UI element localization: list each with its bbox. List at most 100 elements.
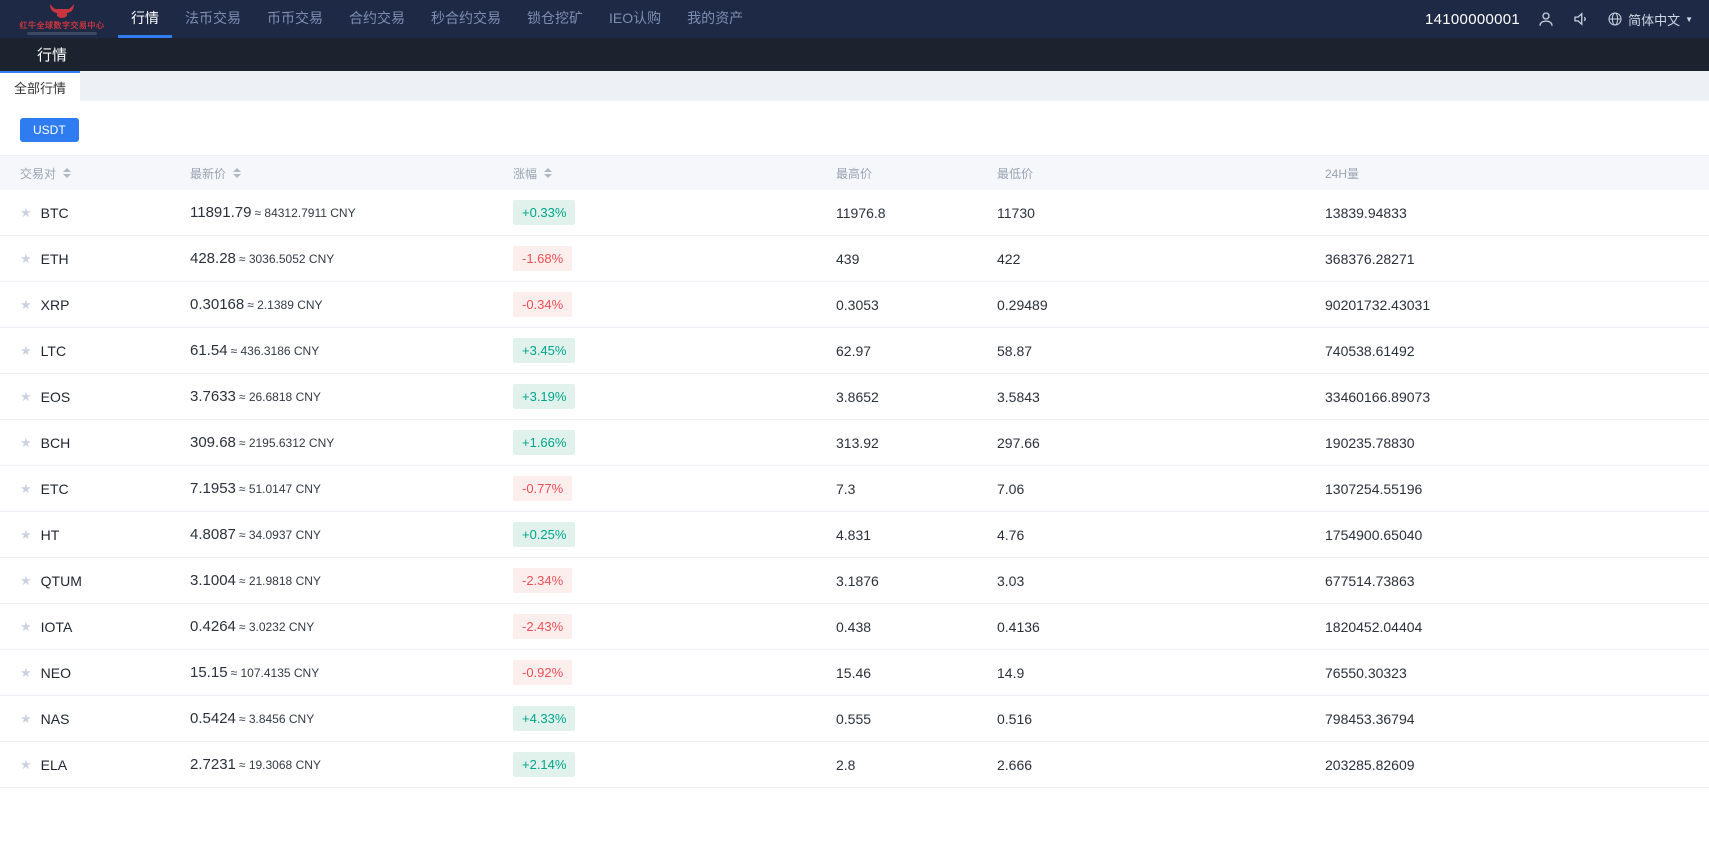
nav-item-spot-trade[interactable]: 币币交易: [267, 9, 323, 26]
last-price: 3.1004: [190, 571, 236, 589]
column-change[interactable]: 涨幅: [513, 165, 836, 182]
last-price: 3.7633: [190, 387, 236, 405]
user-icon[interactable]: [1537, 10, 1555, 28]
pair-symbol: XRP: [40, 296, 70, 313]
table-row[interactable]: ★ ELA 2.7231 ≈ 19.3068 CNY +2.14% 2.8 2.6…: [0, 742, 1709, 788]
price-cell: 2.7231 ≈ 19.3068 CNY: [190, 756, 513, 774]
nav-item-contract-trade[interactable]: 合约交易: [349, 9, 405, 26]
volume-24h: 1307254.55196: [1325, 480, 1423, 497]
high-price: 3.8652: [836, 388, 879, 405]
table-row[interactable]: ★ NEO 15.15 ≈ 107.4135 CNY -0.92% 15.46 1…: [0, 650, 1709, 696]
pair-symbol: ELA: [40, 756, 68, 773]
star-icon[interactable]: ★: [20, 664, 32, 680]
last-price: 15.15: [190, 663, 228, 681]
low-price: 0.516: [997, 710, 1033, 727]
star-icon[interactable]: ★: [20, 434, 32, 450]
brand-name: 红牛全球数字交易中心: [19, 21, 105, 30]
nav-item-lockup-mining[interactable]: 锁仓挖矿: [527, 9, 583, 26]
sort-icon[interactable]: [544, 168, 553, 178]
column-last-price[interactable]: 最新价: [190, 165, 513, 182]
change-badge: -1.68%: [513, 246, 573, 271]
change-cell: +3.45%: [513, 338, 836, 363]
high-price: 7.3: [836, 480, 856, 497]
star-icon[interactable]: ★: [20, 756, 32, 772]
sort-icon[interactable]: [63, 168, 72, 178]
high-price: 15.46: [836, 664, 872, 681]
volume-24h: 677514.73863: [1325, 572, 1415, 589]
change-cell: +0.33%: [513, 200, 836, 225]
sort-icon[interactable]: [233, 168, 242, 178]
change-badge: -2.34%: [513, 568, 573, 593]
pair-symbol: HT: [40, 526, 60, 543]
main-nav: 行情 法币交易 币币交易 合约交易 秒合约交易 锁仓挖矿 IEO认购 我的资产: [118, 0, 756, 38]
change-cell: -2.34%: [513, 568, 836, 593]
table-row[interactable]: ★ BCH 309.68 ≈ 2195.6312 CNY +1.66% 313.9…: [0, 420, 1709, 466]
star-icon[interactable]: ★: [20, 250, 32, 266]
low-price: 0.29489: [997, 296, 1048, 313]
star-icon[interactable]: ★: [20, 204, 32, 220]
nav-item-fiat-trade[interactable]: 法币交易: [185, 9, 241, 26]
table-row[interactable]: ★ LTC 61.54 ≈ 436.3186 CNY +3.45% 62.97 5…: [0, 328, 1709, 374]
low-price: 4.76: [997, 526, 1025, 543]
column-volume: 24H量: [1325, 166, 1360, 181]
cny-approx: ≈ 3.0232 CNY: [238, 619, 315, 634]
high-price: 439: [836, 250, 860, 267]
table-row[interactable]: ★ NAS 0.5424 ≈ 3.8456 CNY +4.33% 0.555 0.…: [0, 696, 1709, 742]
table-row[interactable]: ★ QTUM 3.1004 ≈ 21.9818 CNY -2.34% 3.1876…: [0, 558, 1709, 604]
table-row[interactable]: ★ HT 4.8087 ≈ 34.0937 CNY +0.25% 4.831 4.…: [0, 512, 1709, 558]
change-cell: +3.19%: [513, 384, 836, 409]
star-icon[interactable]: ★: [20, 572, 32, 588]
volume-24h: 33460166.89073: [1325, 388, 1431, 405]
cny-approx: ≈ 107.4135 CNY: [230, 665, 320, 680]
low-price: 422: [997, 250, 1021, 267]
star-icon[interactable]: ★: [20, 618, 32, 634]
table-row[interactable]: ★ ETH 428.28 ≈ 3036.5052 CNY -1.68% 439 4…: [0, 236, 1709, 282]
change-badge: +3.45%: [513, 338, 576, 363]
top-navbar: 红牛全球数字交易中心 行情 法币交易 币币交易 合约交易 秒合约交易 锁仓挖矿 …: [0, 0, 1709, 38]
nav-item-ieo[interactable]: IEO认购: [609, 9, 662, 26]
usdt-filter-button[interactable]: USDT: [20, 118, 79, 142]
last-price: 4.8087: [190, 525, 236, 543]
speaker-icon[interactable]: [1572, 10, 1590, 28]
pair-cell: ★ ETH: [20, 251, 190, 267]
nav-item-my-assets[interactable]: 我的资产: [687, 9, 744, 26]
language-label: 简体中文: [1628, 12, 1681, 28]
pair-cell: ★ LTC: [20, 343, 190, 359]
table-row[interactable]: ★ XRP 0.30168 ≈ 2.1389 CNY -0.34% 0.3053 …: [0, 282, 1709, 328]
change-cell: -0.34%: [513, 292, 836, 317]
volume-24h: 798453.36794: [1325, 710, 1415, 727]
nav-item-second-contract[interactable]: 秒合约交易: [431, 9, 501, 26]
brand-tagline-bar: [27, 32, 97, 35]
high-price: 313.92: [836, 434, 879, 451]
change-badge: +4.33%: [513, 706, 576, 731]
table-row[interactable]: ★ ETC 7.1953 ≈ 51.0147 CNY -0.77% 7.3 7.0…: [0, 466, 1709, 512]
table-row[interactable]: ★ IOTA 0.4264 ≈ 3.0232 CNY -2.43% 0.438 0…: [0, 604, 1709, 650]
last-price: 7.1953: [190, 479, 236, 497]
last-price: 0.5424: [190, 709, 236, 727]
column-pair[interactable]: 交易对: [20, 165, 190, 182]
change-cell: -2.43%: [513, 614, 836, 639]
pair-symbol: QTUM: [40, 572, 82, 589]
star-icon[interactable]: ★: [20, 480, 32, 496]
low-price: 2.666: [997, 756, 1033, 773]
language-selector[interactable]: 简体中文 ▼: [1607, 10, 1693, 29]
change-badge: +0.33%: [513, 200, 576, 225]
table-row[interactable]: ★ EOS 3.7633 ≈ 26.6818 CNY +3.19% 3.8652 …: [0, 374, 1709, 420]
account-number[interactable]: 14100000001: [1424, 10, 1521, 28]
nav-item-markets[interactable]: 行情: [118, 0, 172, 38]
volume-24h: 76550.30323: [1325, 664, 1407, 681]
star-icon[interactable]: ★: [20, 526, 32, 542]
pair-symbol: EOS: [40, 388, 71, 405]
volume-24h: 740538.61492: [1325, 342, 1415, 359]
star-icon[interactable]: ★: [20, 342, 32, 358]
column-high: 最高价: [836, 166, 873, 181]
pair-cell: ★ BTC: [20, 205, 190, 221]
star-icon[interactable]: ★: [20, 710, 32, 726]
volume-24h: 13839.94833: [1325, 204, 1407, 221]
last-price: 11891.79: [190, 203, 252, 221]
star-icon[interactable]: ★: [20, 388, 32, 404]
star-icon[interactable]: ★: [20, 296, 32, 312]
brand-logo[interactable]: 红牛全球数字交易中心: [0, 0, 118, 38]
tab-all-markets[interactable]: 全部行情: [0, 71, 80, 101]
table-row[interactable]: ★ BTC 11891.79 ≈ 84312.7911 CNY +0.33% 11…: [0, 190, 1709, 236]
